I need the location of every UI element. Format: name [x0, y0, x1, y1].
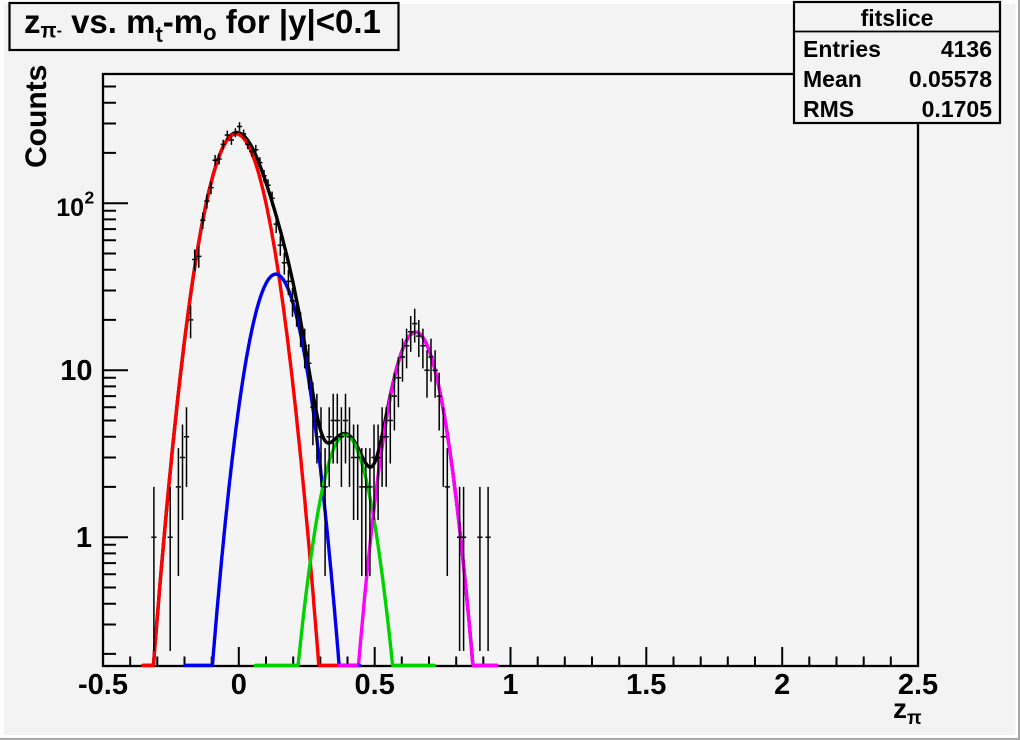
svg-text:0: 0	[231, 669, 247, 701]
svg-text:1: 1	[502, 669, 518, 701]
svg-text:Mean: Mean	[803, 66, 862, 92]
svg-text:2: 2	[85, 188, 95, 208]
svg-text:1.5: 1.5	[626, 669, 666, 701]
svg-text:RMS: RMS	[803, 96, 854, 122]
svg-text:10: 10	[56, 194, 84, 222]
svg-text:zπ- vs. mt-mo for |y|<0.1: zπ- vs. mt-mo for |y|<0.1	[24, 3, 381, 47]
svg-text:1: 1	[76, 522, 92, 554]
svg-text:2: 2	[774, 669, 790, 701]
svg-text:-0.5: -0.5	[78, 669, 128, 701]
svg-text:fitslice: fitslice	[861, 5, 934, 31]
svg-text:0.05578: 0.05578	[909, 66, 992, 92]
svg-text:Counts: Counts	[20, 65, 53, 168]
svg-text:Entries: Entries	[803, 36, 881, 62]
svg-text:0.5: 0.5	[355, 669, 395, 701]
svg-text:10: 10	[60, 355, 92, 387]
svg-text:0.1705: 0.1705	[922, 96, 993, 122]
svg-text:2.5: 2.5	[898, 669, 938, 701]
svg-text:4136: 4136	[941, 36, 992, 62]
